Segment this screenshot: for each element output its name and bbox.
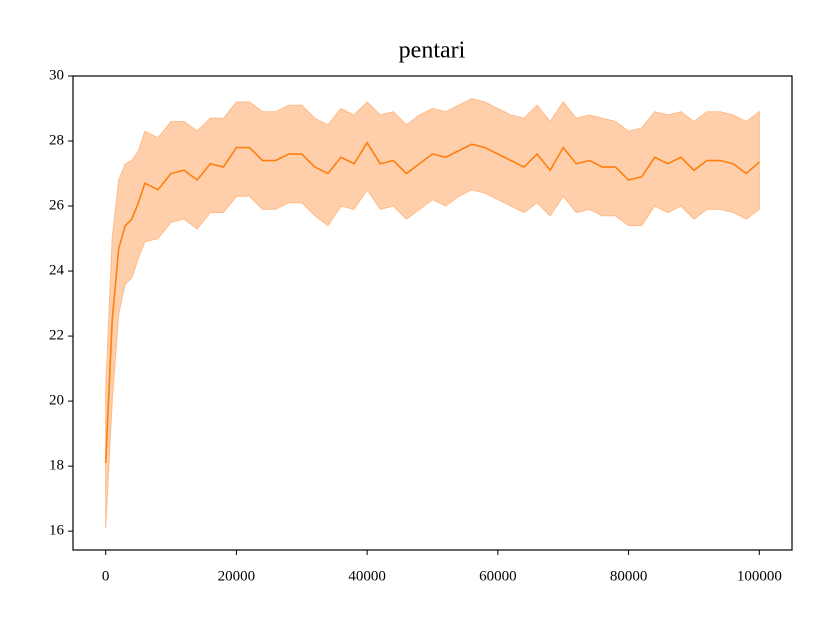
y-tick-label: 24: [49, 262, 65, 278]
y-tick-label: 18: [49, 458, 64, 474]
x-tick-label: 20000: [218, 568, 256, 584]
line: [104, 141, 760, 463]
x-tick-label: 80000: [610, 568, 648, 584]
y-tick-label: 20: [49, 393, 64, 409]
x-tick-label: 0: [102, 568, 110, 584]
y-tick-label: 16: [49, 523, 65, 539]
x-tick-label: 60000: [479, 568, 517, 584]
chart-title: pentari: [399, 38, 466, 64]
plot-frame: [72, 75, 793, 551]
band: [105, 98, 760, 528]
x-tick-label: 100000: [737, 568, 782, 584]
y-tick-label: 26: [49, 197, 65, 213]
y-tick-label: 22: [49, 328, 64, 344]
x-tick-label: 40000: [348, 568, 386, 584]
y-tick-label: 30: [49, 67, 64, 83]
y-tick-label: 28: [49, 132, 64, 148]
